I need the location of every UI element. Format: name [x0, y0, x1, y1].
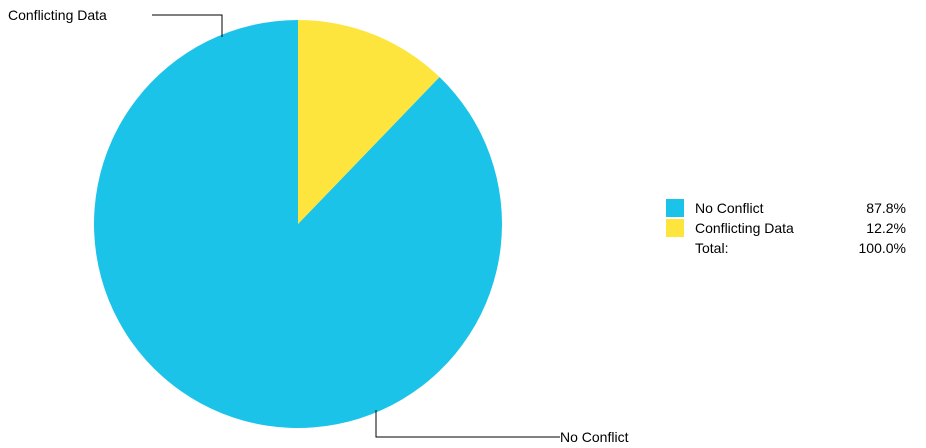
- legend-swatch-conflicting-data: [666, 219, 684, 237]
- legend-item-no-conflict[interactable]: No Conflict 87.8%: [666, 199, 906, 217]
- pie-slice-conflicting-data[interactable]: [298, 20, 440, 224]
- pie-slice-no-conflict[interactable]: [94, 20, 503, 428]
- legend-value-no-conflict: 87.8%: [866, 200, 906, 216]
- legend: No Conflict 87.8% Conflicting Data 12.2%…: [666, 199, 906, 256]
- legend-total-value: 100.0%: [859, 240, 906, 256]
- legend-item-conflicting-data[interactable]: Conflicting Data 12.2%: [666, 219, 906, 237]
- legend-label-no-conflict: No Conflict: [695, 200, 764, 216]
- callout-line-no-conflict: [375, 410, 560, 438]
- legend-value-conflicting-data: 12.2%: [866, 220, 906, 236]
- legend-swatch-no-conflict: [666, 199, 684, 217]
- legend-total: Total: 100.0%: [695, 240, 906, 256]
- legend-label-conflicting-data: Conflicting Data: [695, 220, 794, 236]
- callout-label-no-conflict: No Conflict: [560, 429, 629, 445]
- pie-slices: [94, 20, 503, 428]
- legend-total-label: Total:: [695, 240, 728, 256]
- callout-conflicting-data: Conflicting Data: [8, 7, 223, 37]
- callout-line-conflicting-data: [152, 14, 223, 37]
- callout-label-conflicting-data: Conflicting Data: [8, 7, 107, 23]
- callout-no-conflict: No Conflict: [375, 410, 629, 445]
